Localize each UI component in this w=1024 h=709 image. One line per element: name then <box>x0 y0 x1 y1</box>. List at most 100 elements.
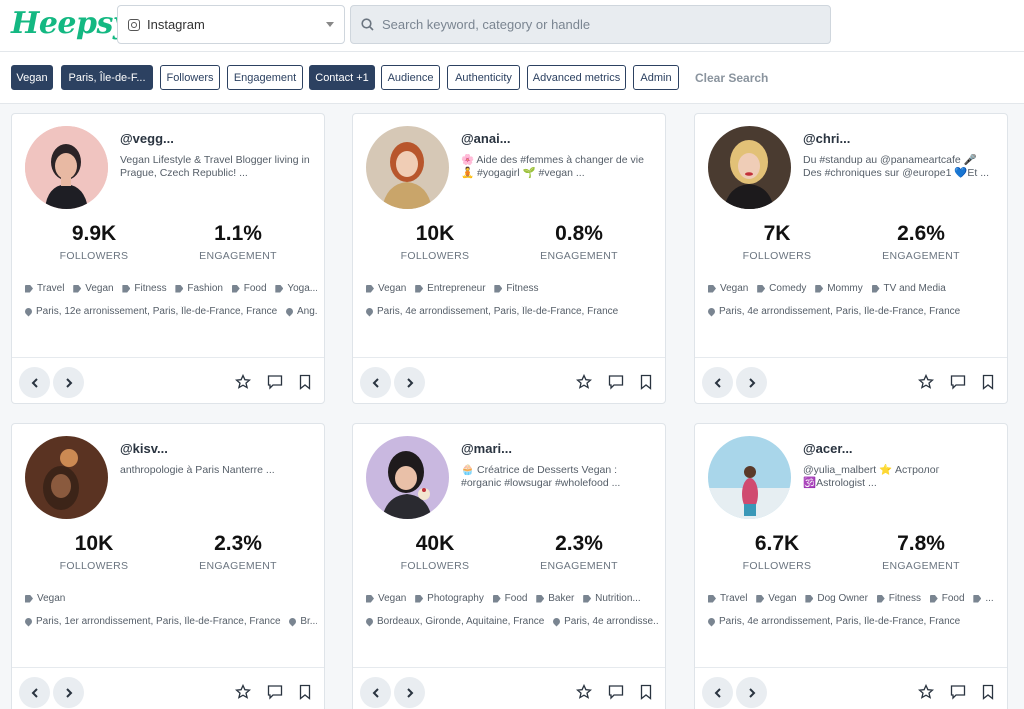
prev-button[interactable] <box>19 367 50 398</box>
tag-icon <box>73 284 82 293</box>
category-tags: Travel Vegan Fitness Fashion Food Yoga..… <box>25 283 317 297</box>
next-button[interactable] <box>394 367 425 398</box>
influencer-card[interactable]: @vegg... Vegan Lifestyle & Travel Blogge… <box>11 113 325 404</box>
platform-select[interactable]: Instagram <box>117 5 345 44</box>
favorite-button[interactable] <box>575 373 593 391</box>
influencer-card[interactable]: @mari... 🧁 Créatrice de Desserts Vegan :… <box>352 423 666 709</box>
filter-chip-admin[interactable]: Admin <box>633 65 679 90</box>
favorite-button[interactable] <box>917 683 935 701</box>
influencer-handle[interactable]: @vegg... <box>120 131 174 146</box>
star-icon <box>918 684 934 699</box>
influencer-handle[interactable]: @chri... <box>803 131 851 146</box>
influencer-handle[interactable]: @mari... <box>461 441 512 456</box>
bookmark-icon <box>299 684 311 700</box>
category-tags: Vegan Comedy Mommy TV and Media <box>708 283 1000 297</box>
influencer-card[interactable]: @chri... Du #standup au @panameartcafe 🎤… <box>694 113 1008 404</box>
influencer-card[interactable]: @acer... @yulia_malbert ⭐ Астролог 🕉️Ast… <box>694 423 1008 709</box>
location-pin-icon <box>25 616 34 627</box>
category-tag: Food <box>231 283 267 294</box>
search-input[interactable] <box>382 17 822 32</box>
avatar[interactable] <box>366 436 449 519</box>
heepsy-logo[interactable]: Heepsy <box>11 6 130 41</box>
influencer-handle[interactable]: @kisv... <box>120 441 168 456</box>
location-item: Paris, 4e arrondissement, Paris, Île-de-… <box>366 306 618 317</box>
followers-label: FOLLOWERS <box>742 250 812 262</box>
comment-icon <box>267 375 283 390</box>
next-button[interactable] <box>736 367 767 398</box>
influencer-handle[interactable]: @acer... <box>803 441 853 456</box>
comment-icon <box>950 375 966 390</box>
followers-label: FOLLOWERS <box>59 560 129 572</box>
bookmark-button[interactable] <box>296 683 314 701</box>
filter-chip-engagement[interactable]: Engagement <box>227 65 303 90</box>
next-button[interactable] <box>736 677 767 708</box>
avatar[interactable] <box>708 436 791 519</box>
next-button[interactable] <box>53 677 84 708</box>
favorite-button[interactable] <box>575 683 593 701</box>
category-tag: TV and Media <box>871 283 946 294</box>
next-button[interactable] <box>394 677 425 708</box>
bookmark-button[interactable] <box>979 373 997 391</box>
influencer-bio: @yulia_malbert ⭐ Астролог 🕉️Astrologist … <box>803 464 940 489</box>
message-button[interactable] <box>607 373 625 391</box>
filter-chip-vegan[interactable]: Vegan <box>11 65 53 90</box>
tag-icon <box>708 284 716 293</box>
avatar[interactable] <box>708 126 791 209</box>
chevron-left-icon <box>714 687 721 698</box>
bookmark-button[interactable] <box>296 373 314 391</box>
favorite-button[interactable] <box>234 373 252 391</box>
prev-button[interactable] <box>19 677 50 708</box>
message-button[interactable] <box>949 683 967 701</box>
filter-chip-contact[interactable]: Contact +1 <box>309 65 375 90</box>
filter-chip-followers[interactable]: Followers <box>160 65 220 90</box>
next-button[interactable] <box>53 367 84 398</box>
filter-chip-advanced-metrics[interactable]: Advanced metrics <box>527 65 626 90</box>
favorite-button[interactable] <box>234 683 252 701</box>
engagement-label: ENGAGEMENT <box>540 250 618 262</box>
influencer-handle[interactable]: @anai... <box>461 131 511 146</box>
bookmark-button[interactable] <box>637 373 655 391</box>
prev-button[interactable] <box>702 367 733 398</box>
prev-button[interactable] <box>360 367 391 398</box>
tag-icon <box>25 284 33 293</box>
bookmark-icon <box>982 374 994 390</box>
tag-icon <box>366 284 374 293</box>
chevron-right-icon <box>748 377 755 388</box>
search-box[interactable] <box>350 5 831 44</box>
influencer-card[interactable]: @anai... 🌸 Aide des #femmes à changer de… <box>352 113 666 404</box>
filter-chip-location[interactable]: Paris, Île-de-F... <box>61 65 153 90</box>
tag-icon <box>415 594 424 603</box>
message-button[interactable] <box>266 373 284 391</box>
card-footer <box>353 667 665 709</box>
engagement-stat: 0.8% ENGAGEMENT <box>509 222 649 262</box>
bookmark-button[interactable] <box>979 683 997 701</box>
filter-chip-authenticity[interactable]: Authenticity <box>447 65 520 90</box>
engagement-label: ENGAGEMENT <box>882 560 960 572</box>
followers-stat: 7K FOLLOWERS <box>707 222 847 262</box>
avatar[interactable] <box>366 126 449 209</box>
chevron-right-icon <box>748 687 755 698</box>
influencer-bio: 🌸 Aide des #femmes à changer de vie 🧘 #y… <box>461 154 644 179</box>
message-button[interactable] <box>949 373 967 391</box>
avatar[interactable] <box>25 436 108 519</box>
prev-button[interactable] <box>702 677 733 708</box>
category-tags: Vegan <box>25 593 317 607</box>
category-tag: Photography <box>415 593 484 604</box>
clear-search-link[interactable]: Clear Search <box>695 71 769 85</box>
message-button[interactable] <box>607 683 625 701</box>
engagement-stat: 2.6% ENGAGEMENT <box>851 222 991 262</box>
influencer-card[interactable]: @kisv... anthropologie à Paris Nanterre … <box>11 423 325 709</box>
favorite-button[interactable] <box>917 373 935 391</box>
tag-icon <box>494 284 503 293</box>
category-tags: Vegan Photography Food Baker Nutrition..… <box>366 593 658 607</box>
engagement-rate: 2.3% <box>214 532 262 555</box>
filter-chip-audience[interactable]: Audience <box>381 65 440 90</box>
prev-button[interactable] <box>360 677 391 708</box>
engagement-stat: 2.3% ENGAGEMENT <box>509 532 649 572</box>
avatar[interactable] <box>25 126 108 209</box>
category-tag: Vegan <box>366 593 406 604</box>
message-button[interactable] <box>266 683 284 701</box>
card-footer <box>12 667 324 709</box>
category-tag: Vegan <box>25 593 65 604</box>
bookmark-button[interactable] <box>637 683 655 701</box>
